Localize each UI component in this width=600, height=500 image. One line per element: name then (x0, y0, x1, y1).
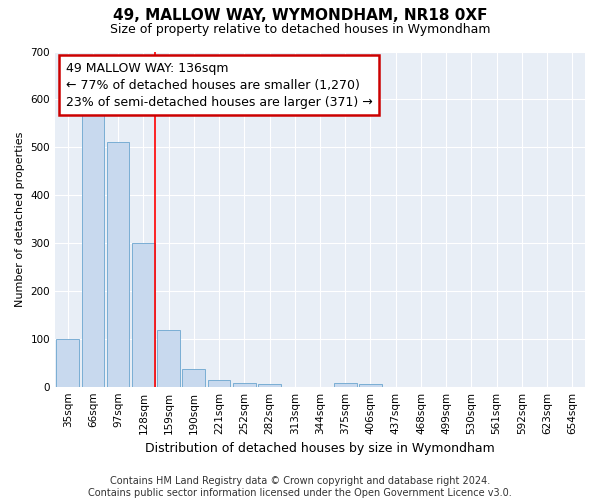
Bar (182, 369, 205, 386)
Bar (157, 330, 180, 386)
Text: Size of property relative to detached houses in Wymondham: Size of property relative to detached ho… (110, 22, 490, 36)
Y-axis label: Number of detached properties: Number of detached properties (15, 132, 25, 307)
X-axis label: Distribution of detached houses by size in Wymondham: Distribution of detached houses by size … (145, 442, 495, 455)
Bar (359, 384, 382, 386)
Text: Contains HM Land Registry data © Crown copyright and database right 2024.
Contai: Contains HM Land Registry data © Crown c… (88, 476, 512, 498)
Bar (56, 339, 79, 386)
Text: 49 MALLOW WAY: 136sqm
← 77% of detached houses are smaller (1,270)
23% of semi-d: 49 MALLOW WAY: 136sqm ← 77% of detached … (65, 62, 373, 108)
Bar (258, 384, 281, 386)
Bar (334, 383, 356, 386)
Text: 49, MALLOW WAY, WYMONDHAM, NR18 0XF: 49, MALLOW WAY, WYMONDHAM, NR18 0XF (113, 8, 487, 22)
Bar (107, 142, 130, 386)
Bar (208, 380, 230, 386)
Bar (233, 383, 256, 386)
Bar (132, 243, 155, 386)
Bar (82, 112, 104, 386)
